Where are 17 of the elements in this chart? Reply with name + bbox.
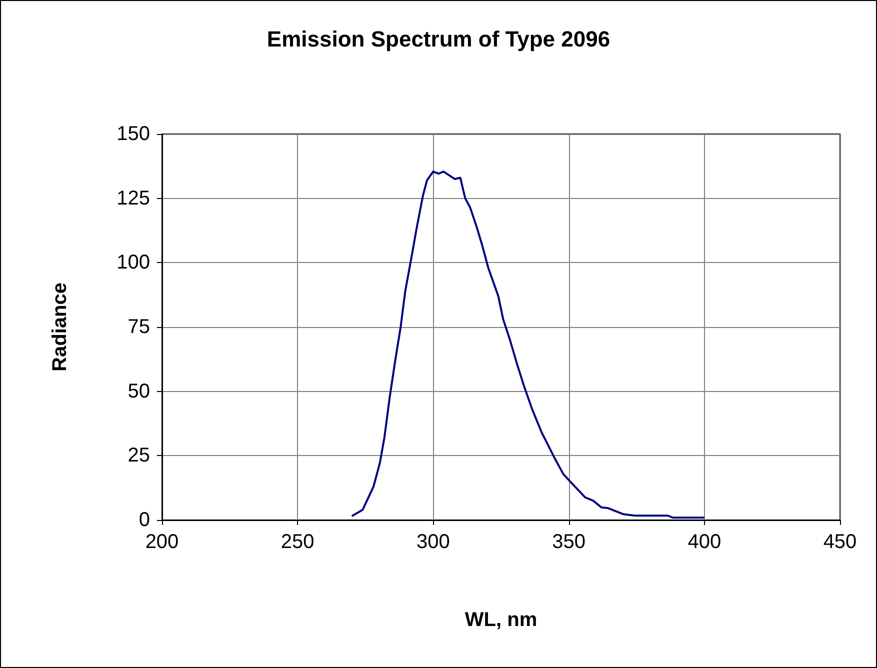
y-tick-label: 125 xyxy=(116,187,150,210)
y-tick-label: 150 xyxy=(116,123,150,145)
y-tick-label: 50 xyxy=(128,380,150,402)
x-tick-label: 350 xyxy=(552,531,586,553)
y-tick-label: 0 xyxy=(138,509,150,531)
chart-title: Emission Spectrum of Type 2096 xyxy=(266,26,610,52)
x-tick-label: 200 xyxy=(145,531,179,553)
x-tick-label: 300 xyxy=(416,531,450,553)
x-tick-label: 450 xyxy=(823,531,857,553)
x-tick-label: 250 xyxy=(280,531,314,553)
y-tick-label: 75 xyxy=(128,316,150,338)
y-axis-title: Radiance xyxy=(49,282,71,372)
x-tick-label: 400 xyxy=(688,531,722,553)
x-axis-title: WL, nm xyxy=(464,609,538,631)
line-series xyxy=(350,170,706,519)
y-tick-label: 25 xyxy=(128,444,150,467)
y-tick-label: 100 xyxy=(116,252,150,274)
